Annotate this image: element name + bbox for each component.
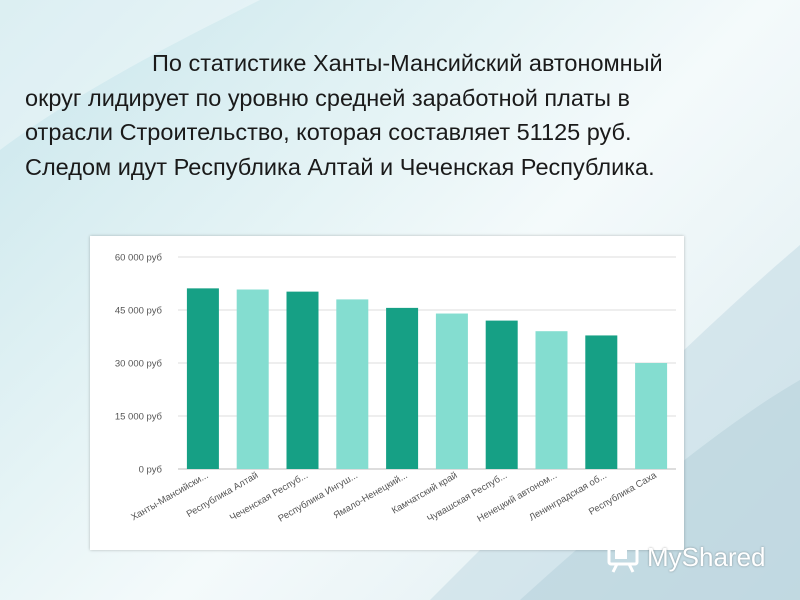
slide-icon — [607, 542, 639, 573]
y-tick-label: 60 000 руб — [115, 253, 163, 264]
chart-card: 0 руб 15 000 руб 30 000 руб 45 000 руб 60 00… — [90, 236, 684, 550]
slide-text-line-3: отрасли Строительство, которая составляе… — [25, 119, 632, 145]
bar — [186, 288, 219, 469]
watermark-logo: MyShared — [607, 539, 777, 575]
bar — [435, 313, 468, 469]
bar — [535, 331, 568, 469]
slide-text-line-1: По статистике Ханты-Мансийский автономны… — [152, 50, 663, 76]
slide-text-line-4: Следом идут Республика Алтай и Чеченская… — [25, 153, 655, 180]
slide-text-line-2: округ лидирует по уровню средней заработ… — [25, 84, 631, 111]
y-tick-label: 15 000 руб — [115, 412, 163, 423]
bar-chart: 0 руб 15 000 руб 30 000 руб 45 000 руб 60 00… — [115, 253, 676, 525]
y-tick-label: 45 000 руб — [115, 306, 163, 317]
y-tick-label: 30 000 руб — [115, 359, 163, 370]
bar — [585, 335, 618, 469]
bar — [485, 320, 518, 469]
slide-paragraph: По статистике Ханты-Мансийский автономны… — [25, 46, 765, 184]
watermark-text: MyShared — [647, 542, 766, 572]
bar — [635, 363, 668, 469]
bar — [286, 291, 319, 469]
bar — [236, 289, 269, 469]
bar — [386, 307, 419, 469]
y-tick-label: 0 руб — [139, 465, 163, 476]
bar — [336, 299, 369, 469]
